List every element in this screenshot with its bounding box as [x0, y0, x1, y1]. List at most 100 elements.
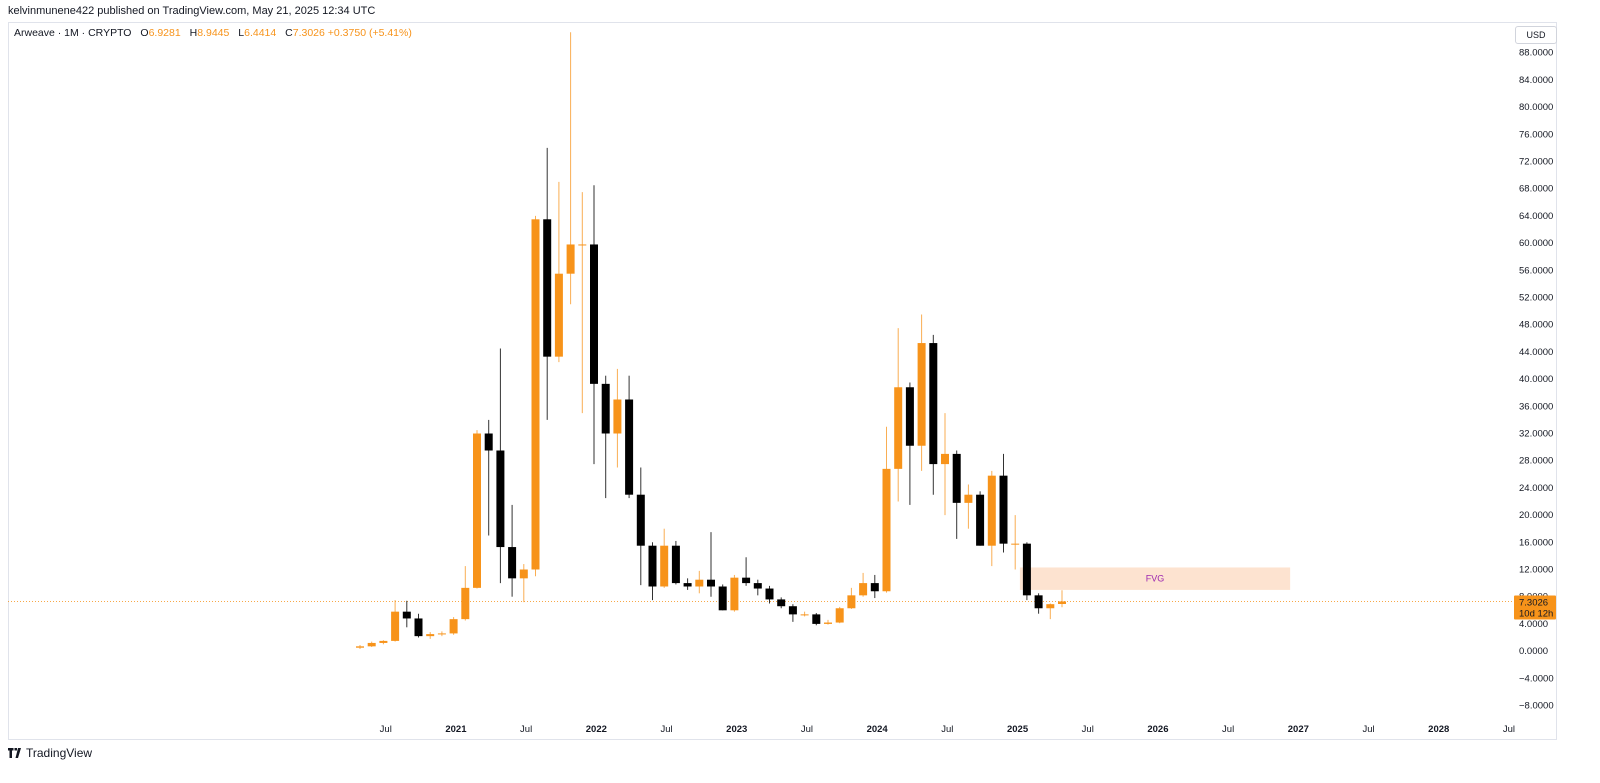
- x-tick-label: Jul: [660, 724, 672, 735]
- y-tick-label: 44.0000: [1519, 347, 1553, 358]
- candle-body: [437, 633, 446, 635]
- candle: [461, 566, 470, 621]
- candle: [590, 185, 598, 465]
- candle: [742, 557, 751, 586]
- low-value: 6.4414: [244, 27, 277, 39]
- candle: [788, 604, 797, 622]
- chart-frame: [8, 22, 1557, 740]
- candle-body: [894, 387, 903, 469]
- candle-body: [496, 450, 505, 548]
- candle: [847, 587, 856, 609]
- candle: [976, 491, 985, 546]
- high-label: H: [189, 27, 198, 39]
- candle: [882, 426, 891, 593]
- candle: [660, 528, 669, 588]
- y-tick-label: 80.0000: [1519, 102, 1553, 113]
- y-tick-label: 48.0000: [1519, 320, 1553, 331]
- candle: [777, 597, 786, 609]
- x-tick-label: 2026: [1147, 724, 1168, 735]
- candle: [1058, 590, 1066, 608]
- candle: [812, 613, 821, 626]
- candle-body: [987, 475, 996, 546]
- candle: [648, 542, 657, 601]
- y-tick-label: 60.0000: [1519, 238, 1553, 249]
- candle-body: [461, 587, 470, 620]
- tradingview-brand[interactable]: TradingView: [8, 746, 92, 760]
- candle-body: [648, 545, 657, 587]
- candle-body: [1046, 604, 1055, 609]
- y-tick-label: 56.0000: [1519, 265, 1553, 276]
- candle-body: [777, 599, 786, 607]
- candle-body: [952, 453, 961, 503]
- candle: [379, 640, 388, 645]
- candle: [952, 450, 961, 539]
- y-tick-label: 84.0000: [1519, 75, 1553, 86]
- y-tick-label: 32.0000: [1519, 429, 1553, 440]
- candle: [941, 413, 949, 516]
- candle: [531, 215, 540, 577]
- candle: [800, 611, 809, 617]
- candle-body: [753, 583, 762, 589]
- close-value: 7.3026: [292, 27, 325, 39]
- candle-body: [1011, 543, 1020, 545]
- candle: [508, 504, 517, 597]
- x-tick-label: 2027: [1288, 724, 1309, 735]
- candle-body: [601, 383, 610, 434]
- candle-body: [625, 399, 634, 495]
- candle-body: [379, 640, 388, 643]
- symbol-legend: Arweave · 1M · CRYPTO O6.9281 H8.9445 L6…: [14, 27, 412, 39]
- candle: [707, 532, 715, 597]
- x-tick-label: Jul: [1222, 724, 1234, 735]
- candle: [671, 540, 680, 585]
- candle-body: [508, 547, 517, 579]
- price-tag-bg: [1514, 595, 1556, 620]
- candle-body: [414, 618, 423, 637]
- candle-body: [707, 579, 715, 587]
- x-tick-label: Jul: [1503, 724, 1515, 735]
- y-tick-label: 52.0000: [1519, 293, 1553, 304]
- candle: [566, 32, 575, 305]
- candle-body: [613, 399, 622, 434]
- candle: [391, 600, 400, 642]
- candle: [753, 579, 762, 596]
- y-tick-label: 68.0000: [1519, 184, 1553, 195]
- candle: [625, 375, 634, 499]
- symbol-name[interactable]: Arweave · 1M · CRYPTO: [14, 27, 132, 39]
- x-tick-label: Jul: [380, 724, 392, 735]
- tradingview-logo-icon: [8, 748, 21, 758]
- close-label: C: [285, 27, 293, 39]
- candle: [554, 181, 563, 363]
- open-label: O: [140, 27, 149, 39]
- candle: [543, 147, 552, 420]
- candle: [824, 619, 832, 625]
- currency-button[interactable]: USD: [1515, 26, 1557, 44]
- y-tick-label: −8.0000: [1519, 701, 1554, 712]
- y-tick-label: 0.0000: [1519, 646, 1548, 657]
- price-tag-value: 7.3026: [1519, 597, 1548, 608]
- candle: [1046, 603, 1055, 620]
- candle-body: [356, 646, 364, 648]
- candle-body: [941, 453, 949, 465]
- candle: [402, 600, 411, 628]
- x-tick-label: 2024: [867, 724, 889, 735]
- candle-body: [800, 614, 809, 616]
- x-tick-label: 2022: [586, 724, 607, 735]
- fvg-zone-rect: [1019, 567, 1291, 590]
- candle: [473, 430, 481, 589]
- open-value: 6.9281: [148, 27, 181, 39]
- candle-body: [718, 586, 727, 611]
- candle-body: [660, 545, 669, 587]
- candle: [894, 328, 903, 502]
- candle-body: [367, 642, 376, 647]
- candle-body: [917, 343, 926, 446]
- candle: [765, 585, 774, 604]
- candle: [601, 375, 610, 499]
- candle-body: [473, 433, 481, 588]
- x-tick-label: 2021: [445, 724, 467, 735]
- candle-body: [554, 273, 563, 357]
- candle: [367, 641, 376, 648]
- publisher-line: kelvinmunene422 published on TradingView…: [8, 5, 376, 17]
- y-tick-label: 28.0000: [1519, 456, 1553, 467]
